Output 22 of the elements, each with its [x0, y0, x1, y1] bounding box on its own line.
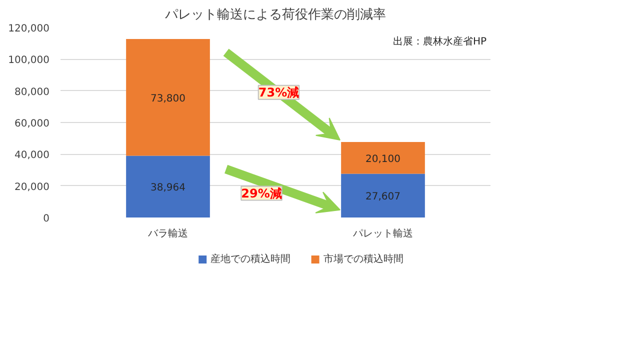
y-tick-label: 60,000 [14, 118, 50, 130]
bar [126, 156, 210, 218]
data-label: 73,800 [150, 93, 186, 104]
annotation: 出展：農林水産省HP [392, 36, 487, 48]
y-tick-label: 120,000 [8, 24, 50, 34]
legend-label: 市場での積込時間 [323, 253, 404, 265]
x-tick-label: バラ輸送 [147, 228, 188, 240]
data-label: 20,100 [366, 154, 401, 165]
y-tick-label: 40,000 [14, 150, 50, 162]
annotation: 73%減 [258, 85, 300, 100]
chart-title: パレット輸送による荷役作業の削減率 [164, 6, 386, 22]
x-tick-label: パレット輸送 [352, 228, 413, 240]
y-tick-label: 0 [43, 214, 50, 224]
bar [341, 142, 425, 174]
legend-label: 産地での積込時間 [210, 253, 291, 265]
data-label: 38,964 [150, 182, 186, 194]
y-tick-label: 80,000 [14, 86, 50, 98]
bar [126, 38, 210, 156]
data-label: 27,607 [366, 192, 401, 203]
y-tick-label: 100,000 [8, 55, 50, 66]
y-tick-label: 20,000 [14, 182, 50, 193]
annotation: 29%減 [241, 186, 282, 200]
